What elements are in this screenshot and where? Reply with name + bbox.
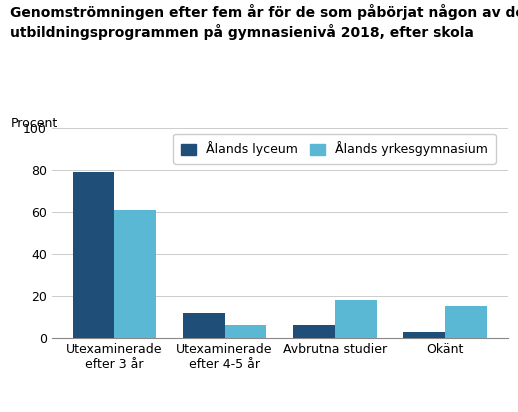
Bar [403,332,445,338]
Bar [335,300,377,338]
Bar [445,307,487,338]
Bar [114,210,156,338]
Text: Genomströmningen efter fem år för de som påbörjat någon av de treåriga
utbildnin: Genomströmningen efter fem år för de som… [10,4,518,40]
Bar [183,313,225,338]
Legend: Ålands lyceum, Ålands yrkesgymnasium: Ålands lyceum, Ålands yrkesgymnasium [174,134,496,164]
Text: Procent: Procent [10,117,57,131]
Bar [225,325,266,338]
Bar [73,172,114,338]
Bar [293,325,335,338]
